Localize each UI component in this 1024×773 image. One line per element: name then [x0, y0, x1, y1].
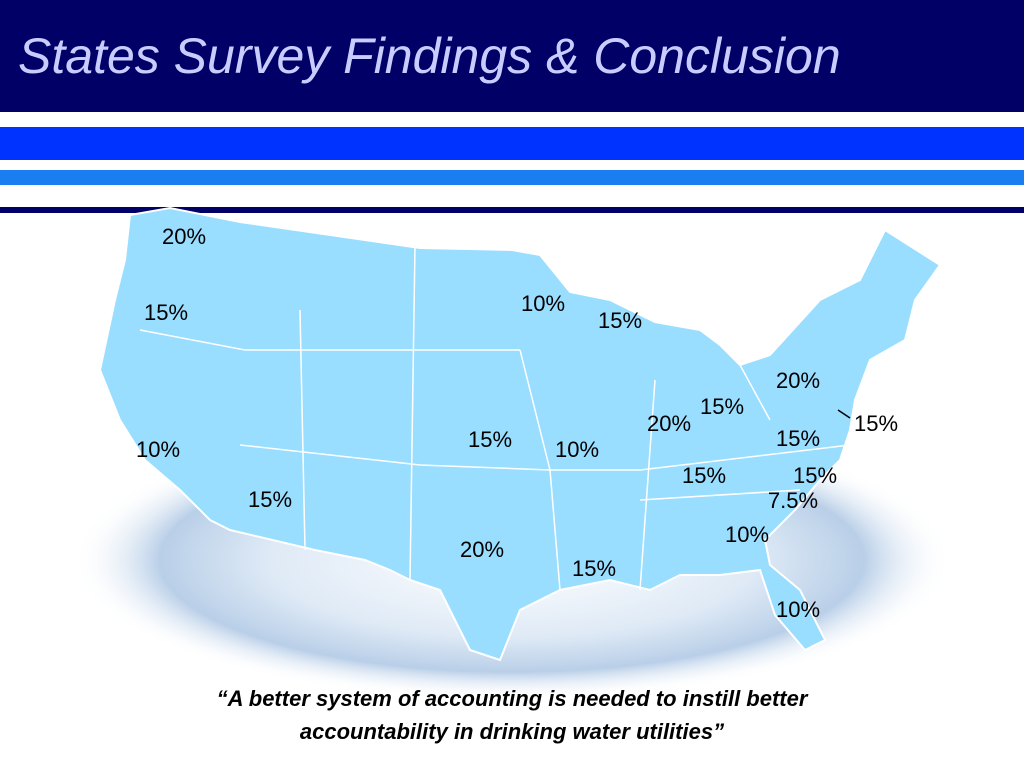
state-label: 10% — [136, 437, 180, 462]
state-borders — [139, 244, 851, 591]
header-bar — [0, 0, 1024, 112]
state-label: 15% — [572, 556, 616, 581]
stripe — [0, 127, 1024, 160]
state-label: 15% — [598, 308, 642, 333]
state-label: 15% — [854, 411, 898, 436]
state-label: 15% — [248, 487, 292, 512]
state-label: 15% — [468, 427, 512, 452]
state-label: 15% — [700, 394, 744, 419]
state-label: 20% — [776, 368, 820, 393]
state-label: 10% — [555, 437, 599, 462]
pointer-arrow — [837, 409, 851, 419]
state-label: 7.5% — [768, 488, 818, 513]
stripe — [0, 170, 1024, 185]
state-label: 15% — [144, 300, 188, 325]
stripe — [0, 207, 1024, 213]
state-label: 15% — [776, 426, 820, 451]
state-label: 10% — [776, 597, 820, 622]
state-label: 10% — [725, 522, 769, 547]
state-label: 10% — [521, 291, 565, 316]
title: States Survey Findings & Conclusion — [18, 28, 841, 84]
state-label: 15% — [682, 463, 726, 488]
us-map — [98, 206, 942, 662]
state-label: 20% — [162, 224, 206, 249]
state-label: 15% — [793, 463, 837, 488]
quote-line: accountability in drinking water utiliti… — [300, 719, 724, 744]
state-label: 20% — [460, 537, 504, 562]
quote-line: “A better system of accounting is needed… — [217, 686, 809, 711]
state-label: 20% — [647, 411, 691, 436]
